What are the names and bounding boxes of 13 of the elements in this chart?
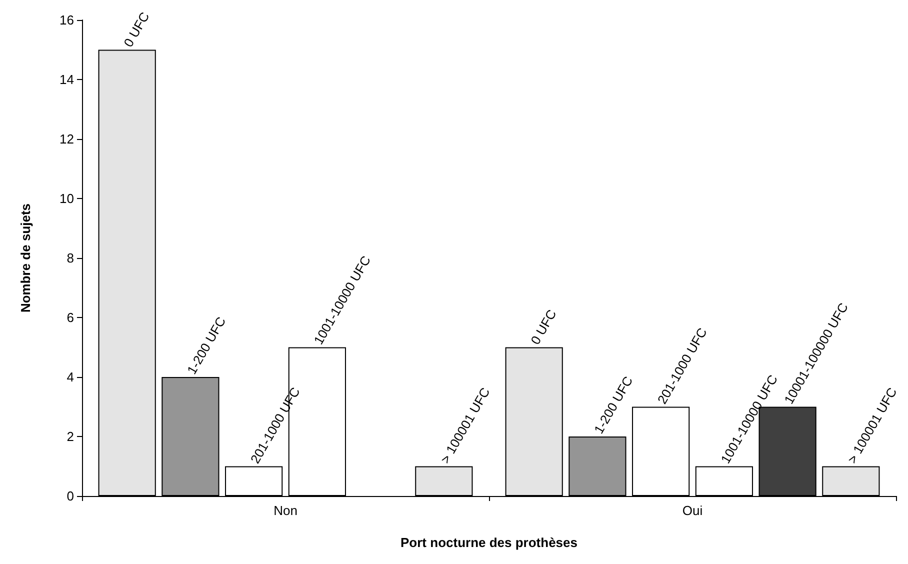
y-tick-label: 8: [66, 250, 74, 266]
y-tick-label: 2: [66, 429, 74, 444]
x-tick-label: Non: [274, 503, 298, 518]
x-tick-label: Oui: [682, 503, 703, 518]
y-tick-label: 14: [60, 72, 74, 87]
y-tick-label: 0: [66, 488, 74, 504]
y-tick-label: 10: [60, 191, 74, 206]
x-axis-title: Port nocturne des prothèses: [400, 535, 578, 550]
y-tick-label: 12: [60, 132, 74, 146]
y-tick-label: 4: [66, 370, 74, 384]
y-axis-title: Nombre de sujets: [18, 203, 33, 313]
y-tick-label: 6: [66, 310, 74, 325]
y-tick-label: 16: [60, 12, 74, 28]
